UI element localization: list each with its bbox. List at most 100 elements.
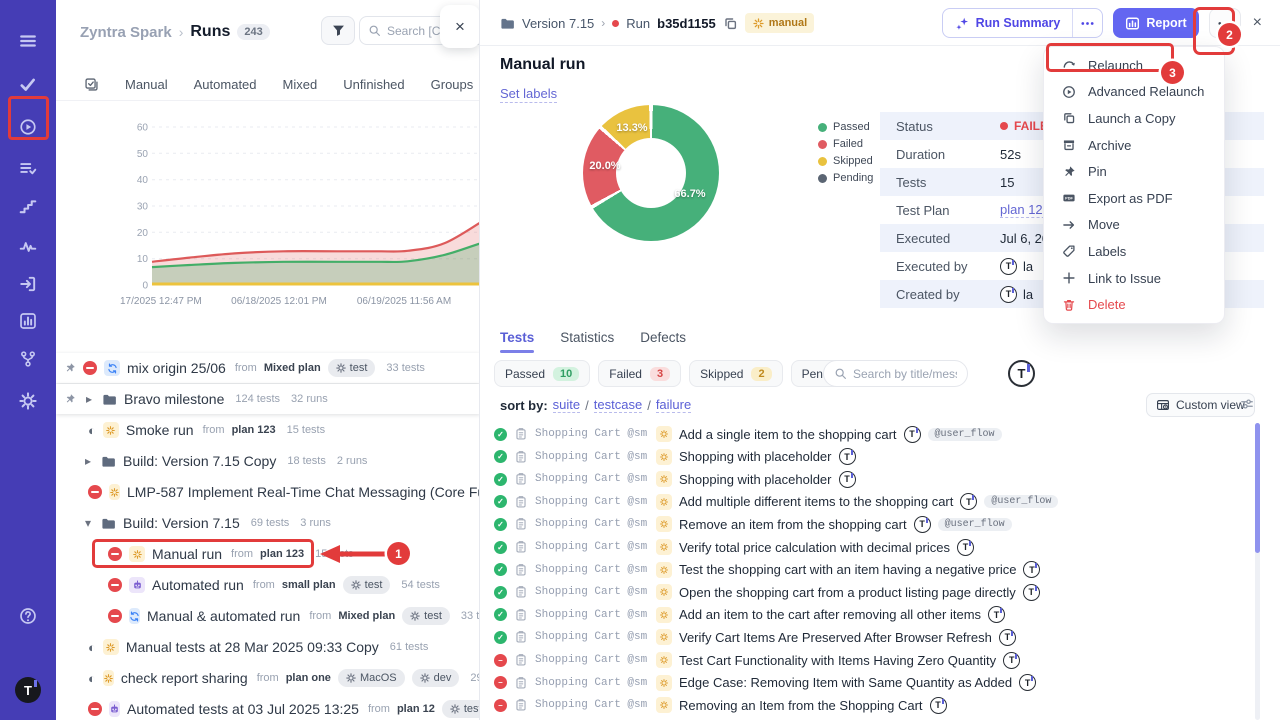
run-list-item[interactable]: ▸ Build: Version 7.15 Copy 18 tests 2 runs <box>56 446 479 476</box>
close-detail-button[interactable]: × <box>1253 14 1262 32</box>
chevron-right-icon[interactable]: ▸ <box>85 392 93 406</box>
sort-option-suite[interactable]: suite <box>552 397 581 413</box>
run-plan-name[interactable]: Mixed plan <box>338 610 396 622</box>
test-row[interactable]: ✓ Shopping Cart @sm... Add a single item t… <box>494 423 1254 445</box>
menu-item-move[interactable]: Move <box>1044 212 1224 239</box>
test-row[interactable]: ✓ Shopping Cart @sm... Add multiple differ… <box>494 491 1254 513</box>
set-labels-link[interactable]: Set labels <box>500 86 558 103</box>
run-list-item[interactable]: mix origin 25/06 from Mixed plan test 33 tes… <box>56 353 479 383</box>
run-list-item[interactable]: Automated tests at 03 Jul 2025 13:25 from… <box>56 694 479 720</box>
run-summary-button[interactable]: Run Summary <box>941 8 1104 38</box>
menu-item-advanced-relaunch[interactable]: Advanced Relaunch <box>1044 79 1224 106</box>
chevron-right-icon[interactable]: ▸ <box>84 454 92 468</box>
run-list-item[interactable]: ◐ Manual tests at 28 Mar 2025 09:33 Copy 6… <box>56 632 479 662</box>
test-row[interactable]: – Shopping Cart @sm... Test Cart Functiona… <box>494 649 1254 671</box>
run-plan-name[interactable]: plan 123 <box>231 424 276 436</box>
sidebar-item-play-circle[interactable] <box>0 110 56 144</box>
filter-chip-passed[interactable]: Passed 10 <box>494 360 591 387</box>
menu-item-export-as-pdf[interactable]: PDF Export as PDF <box>1044 185 1224 212</box>
run-plan-name[interactable]: plan 123 <box>260 548 305 560</box>
tests-search-input[interactable] <box>853 366 957 381</box>
passed-status-icon: ✓ <box>494 495 507 509</box>
multi-select-icon[interactable] <box>84 77 99 92</box>
filter-chip-skipped[interactable]: Skipped 2 <box>689 360 783 387</box>
sort-option-failure[interactable]: failure <box>655 397 692 413</box>
run-list-item[interactable]: Manual & automated run from Mixed plan test… <box>56 601 479 631</box>
tab-unfinished[interactable]: Unfinished <box>343 76 405 92</box>
test-title: Test the shopping cart with an item havi… <box>679 562 1017 578</box>
breadcrumb-project[interactable]: Zyntra Spark <box>80 23 172 41</box>
user-avatar[interactable]: T <box>15 677 41 703</box>
chevron-down-icon[interactable]: ▾ <box>84 516 92 530</box>
sidebar-item-branch[interactable] <box>0 342 56 376</box>
tab-mixed[interactable]: Mixed <box>282 76 318 92</box>
copy-icon <box>1062 111 1076 125</box>
copy-icon[interactable] <box>723 16 738 31</box>
passed-status-icon: ✓ <box>494 630 507 644</box>
test-row[interactable]: ✓ Shopping Cart @sm... Remove an item from… <box>494 513 1254 535</box>
menu-item-labels[interactable]: Labels <box>1044 238 1224 265</box>
run-summary-more-button[interactable] <box>1072 9 1102 37</box>
legend-item: Pending <box>818 172 873 184</box>
detail-value[interactable]: plan 123 <box>1000 202 1050 218</box>
sidebar-item-check[interactable] <box>0 68 56 102</box>
test-row[interactable]: ✓ Shopping Cart @sm... Open the shopping c… <box>494 581 1254 603</box>
run-plan-name[interactable]: plan 12 <box>396 703 435 715</box>
sidebar-item-steps[interactable] <box>0 189 56 223</box>
test-row[interactable]: – Shopping Cart @sm... Edge Case: Removing… <box>494 672 1254 694</box>
manual-test-icon <box>656 674 672 691</box>
menu-item-link-to-issue[interactable]: Link to Issue <box>1044 265 1224 292</box>
filter-chip-failed[interactable]: Failed 3 <box>598 360 682 387</box>
test-row[interactable]: ✓ Shopping Cart @sm... Test the shopping c… <box>494 559 1254 581</box>
test-row[interactable]: ✓ Shopping Cart @sm... Shopping with place… <box>494 468 1254 490</box>
menu-item-pin[interactable]: Pin <box>1044 158 1224 185</box>
test-row[interactable]: ✓ Shopping Cart @sm... Add an item to the … <box>494 604 1254 626</box>
sidebar-item-gear[interactable] <box>0 384 56 418</box>
sort-option-testcase[interactable]: testcase <box>593 397 643 413</box>
tab-statistics[interactable]: Statistics <box>560 330 615 345</box>
tab-tests[interactable]: Tests <box>500 330 535 353</box>
sidebar-item-import[interactable] <box>0 267 56 301</box>
report-button[interactable]: Report <box>1113 8 1199 38</box>
scrollbar-thumb[interactable] <box>1255 423 1260 553</box>
run-list-item[interactable]: ◐ Smoke run from plan 123 15 tests <box>56 415 479 445</box>
assignee-filter-avatar[interactable]: T <box>1008 360 1035 387</box>
run-list-item[interactable]: LMP-587 Implement Real-Time Chat Messagi… <box>56 477 479 507</box>
panel-close-button[interactable]: × <box>440 5 479 48</box>
annotation-step-3: 3 <box>1161 61 1184 84</box>
run-list-item[interactable]: ◐ check report sharing from plan one MacOS de… <box>56 663 479 693</box>
tab-defects[interactable]: Defects <box>640 330 687 345</box>
run-plan-name[interactable]: plan one <box>285 672 331 684</box>
run-list-item[interactable]: ▾ Build: Version 7.15 69 tests 3 runs <box>56 508 479 538</box>
menu-item-delete[interactable]: Delete <box>1044 291 1224 318</box>
table-view-icon <box>1156 398 1170 412</box>
breadcrumb-folder[interactable]: Version 7.15 <box>522 15 595 31</box>
run-plan-name[interactable]: small plan <box>281 579 336 591</box>
sidebar-item-menu[interactable] <box>0 24 56 58</box>
run-list-item[interactable]: Automated run from small plan test 54 tests <box>56 570 479 600</box>
sidebar-item-help[interactable] <box>0 599 56 633</box>
sidebar-item-pulse[interactable] <box>0 230 56 264</box>
menu-item-launch-a-copy[interactable]: Launch a Copy <box>1044 105 1224 132</box>
tab-groups[interactable]: Groups <box>430 76 474 92</box>
run-list-item[interactable]: ▸ Bravo milestone 124 tests 32 runs <box>56 384 479 414</box>
test-row[interactable]: ✓ Shopping Cart @sm... Shopping with place… <box>494 446 1254 468</box>
menu-item-archive[interactable]: Archive <box>1044 132 1224 159</box>
filter-button[interactable] <box>321 16 355 45</box>
test-row[interactable]: ✓ Shopping Cart @sm... Verify total price … <box>494 536 1254 558</box>
runs-panel: Zyntra Spark › Runs 243 × Manual Automate… <box>56 0 480 720</box>
test-row[interactable]: ✓ Shopping Cart @sm... Verify Cart Items A… <box>494 626 1254 648</box>
custom-view-button[interactable]: Custom view <box>1146 393 1255 417</box>
tab-automated[interactable]: Automated <box>193 76 257 92</box>
sliders-icon[interactable] <box>1240 397 1254 411</box>
menu-item-relaunch[interactable]: Relaunch <box>1044 52 1224 79</box>
sidebar-item-bar-chart[interactable] <box>0 304 56 338</box>
test-row[interactable]: – Shopping Cart @sm... Removing an Item fr… <box>494 694 1254 716</box>
sidebar-item-folder[interactable] <box>0 636 56 670</box>
run-plan-name[interactable]: Mixed plan <box>263 362 321 374</box>
sidebar-item-list-check[interactable] <box>0 151 56 185</box>
tab-manual[interactable]: Manual <box>125 76 168 92</box>
sidebar-item-avatar[interactable]: T <box>0 673 56 707</box>
test-title: Open the shopping cart from a product li… <box>679 584 1016 600</box>
